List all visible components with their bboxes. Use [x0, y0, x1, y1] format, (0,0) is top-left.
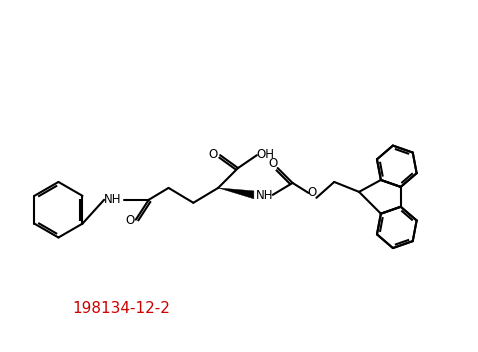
- Text: O: O: [208, 148, 218, 161]
- Text: O: O: [268, 157, 277, 170]
- Text: NH: NH: [104, 193, 122, 206]
- Text: OH: OH: [257, 148, 275, 161]
- Polygon shape: [218, 188, 254, 199]
- Text: NH: NH: [256, 189, 273, 202]
- Text: 198134-12-2: 198134-12-2: [72, 301, 170, 316]
- Text: O: O: [308, 186, 317, 199]
- Text: O: O: [125, 214, 134, 227]
